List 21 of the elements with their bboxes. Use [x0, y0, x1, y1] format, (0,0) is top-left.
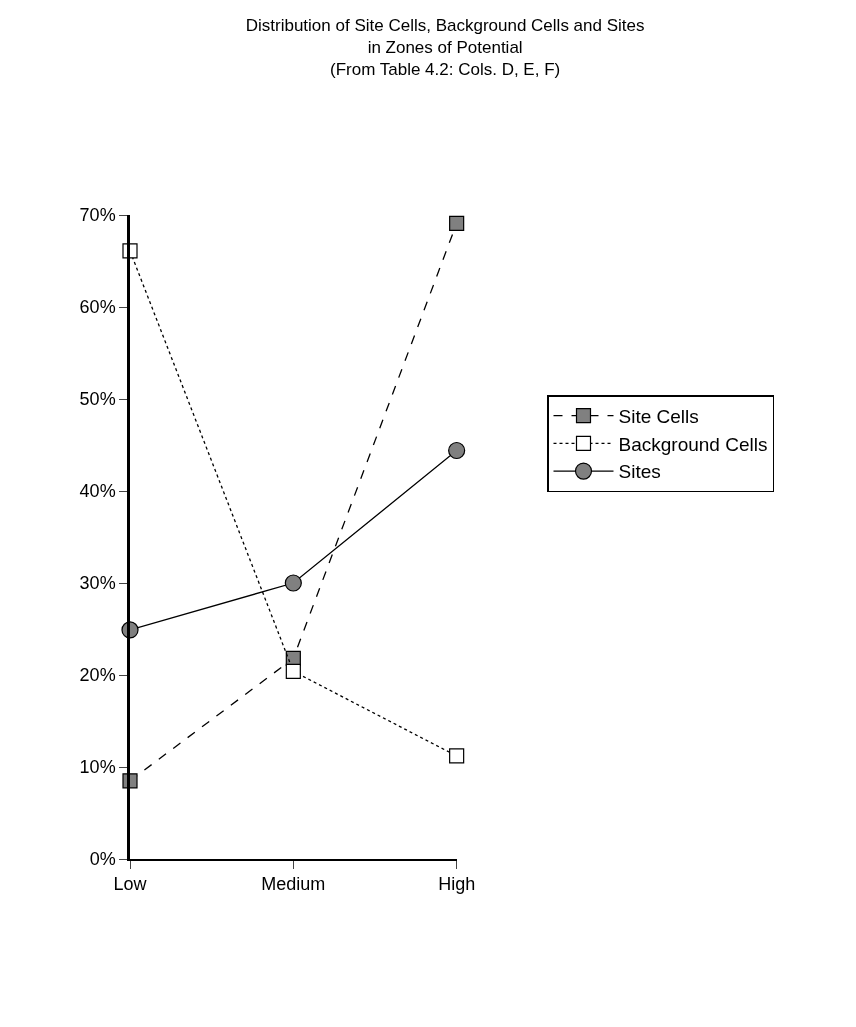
- y-tick-label: 0%: [89, 849, 116, 870]
- point: [284, 574, 302, 592]
- point: [285, 663, 301, 679]
- legend-label: Sites: [618, 461, 661, 483]
- x-tick-label: High: [438, 874, 476, 895]
- point: [448, 441, 466, 460]
- point: [122, 243, 138, 259]
- point: [449, 748, 465, 764]
- y-tick-label: 10%: [79, 757, 116, 778]
- point: [449, 215, 465, 231]
- legend-label: Background Cells: [618, 433, 768, 455]
- y-tick-label: 30%: [79, 573, 116, 594]
- legend-label: Site Cells: [618, 406, 699, 428]
- y-tick-label: 60%: [79, 297, 116, 318]
- y-tick-label: 20%: [79, 665, 116, 686]
- x-tick-label: Low: [113, 874, 148, 895]
- y-tick-label: 50%: [79, 389, 116, 410]
- chart-title: Distribution of Site Cells, Background Cells and Sites in Zones of Potential (From Table 4.2: Cols. D, E, F): [245, 15, 645, 80]
- y-tick-label: 40%: [79, 481, 116, 502]
- x-tick-label: Medium: [261, 874, 326, 895]
- y-tick-label: 70%: [79, 205, 116, 226]
